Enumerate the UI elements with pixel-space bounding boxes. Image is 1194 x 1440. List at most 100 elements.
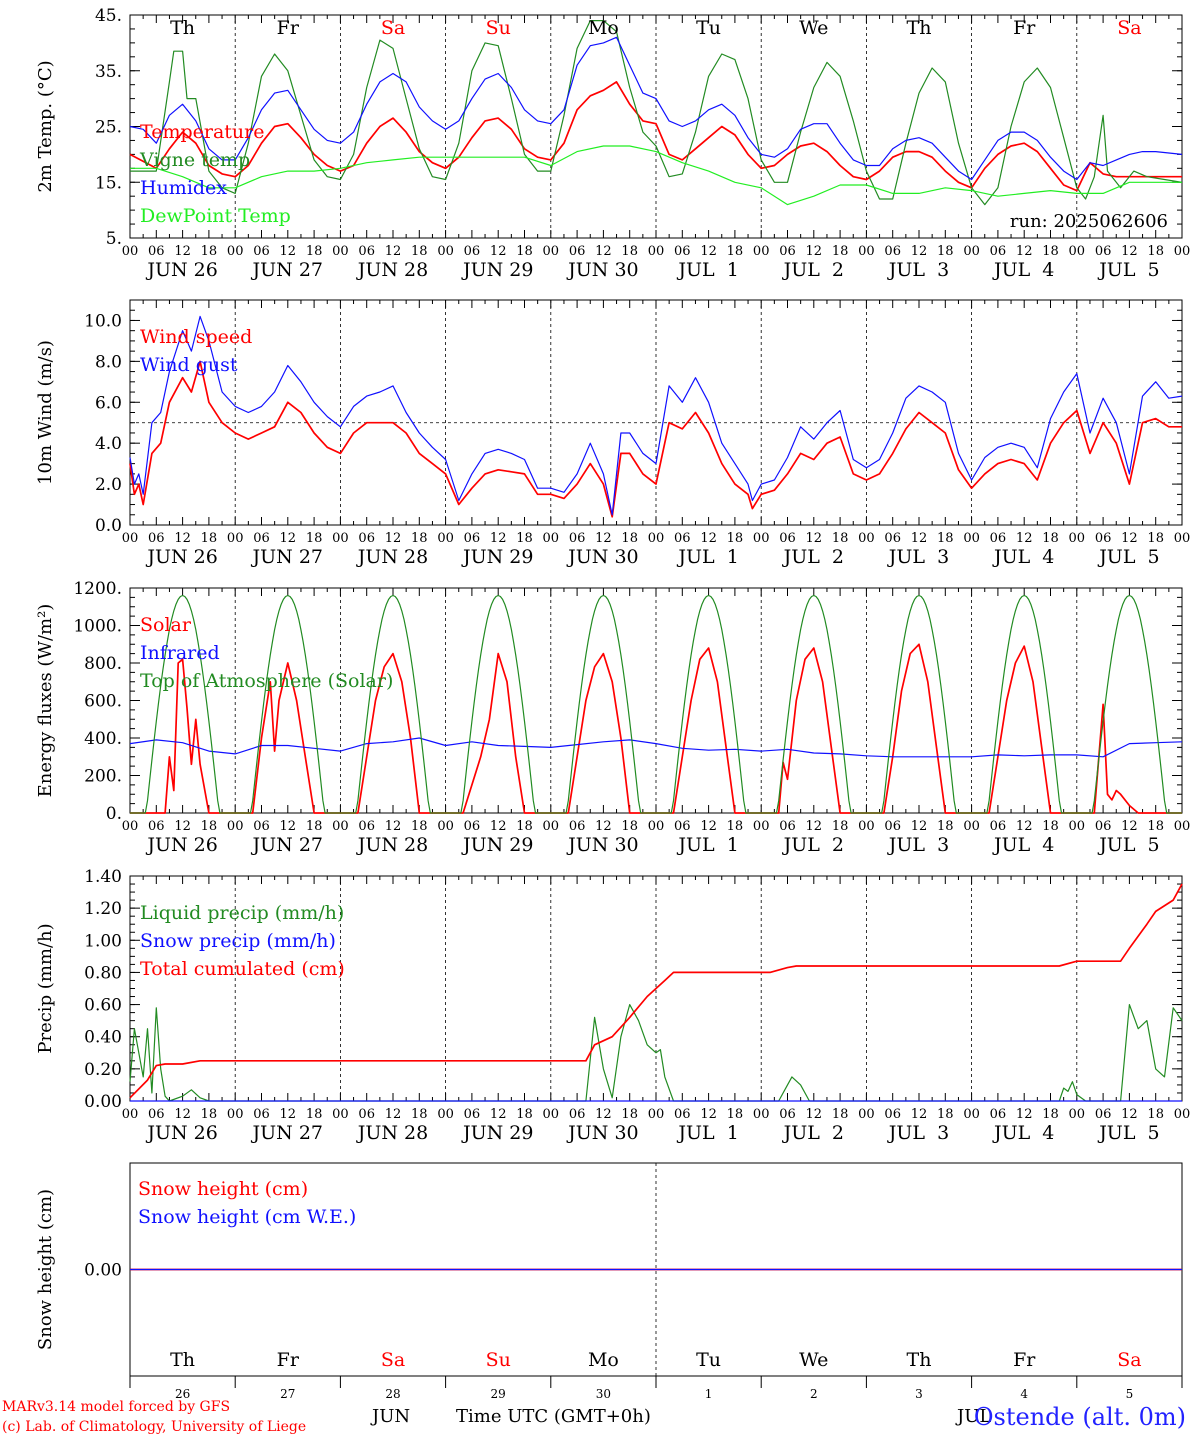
hour-tick-label: 18 [411, 1107, 428, 1122]
hour-tick-label: 06 [674, 244, 691, 259]
hour-tick-label: 06 [1095, 1107, 1112, 1122]
y-tick-label: 25. [95, 118, 122, 138]
legend-entry: Wind speed [140, 326, 252, 348]
hour-tick-label: 00 [332, 819, 349, 834]
hour-tick-label: 00 [858, 1107, 875, 1122]
hour-tick-label: 12 [385, 531, 402, 546]
series-wind-gust [129, 315, 1183, 516]
hour-tick-label: 18 [937, 244, 954, 259]
hour-tick-label: 18 [937, 1107, 954, 1122]
hour-tick-label: 00 [753, 1107, 770, 1122]
hour-tick-label: 00 [1174, 1107, 1191, 1122]
date-label: JUL 5 [1097, 834, 1159, 856]
day-number-label: 27 [280, 1387, 295, 1401]
series-dewpoint-temp [130, 145, 1182, 206]
hour-tick-label: 00 [437, 819, 454, 834]
legend-entry: Humidex [140, 177, 227, 199]
hour-tick-label: 18 [727, 819, 744, 834]
series-top-of-atmosphere-solar [130, 594, 1182, 814]
weekday-label: Mo [588, 1349, 619, 1371]
day-number-label: 1 [705, 1387, 713, 1401]
date-label: JUN 30 [566, 834, 638, 856]
y-tick-label: 45. [95, 6, 122, 26]
date-label: JUL 1 [676, 1122, 738, 1144]
hour-tick-label: 06 [358, 1107, 375, 1122]
hour-tick-label: 18 [727, 244, 744, 259]
hour-tick-label: 00 [543, 531, 560, 546]
date-label: JUL 2 [782, 834, 844, 856]
hour-tick-label: 18 [1147, 531, 1164, 546]
hour-tick-label: 18 [201, 244, 218, 259]
legend-entry: Snow height (cm W.E.) [138, 1206, 356, 1228]
weekday-label: Th [170, 17, 195, 39]
hour-tick-label: 18 [621, 244, 638, 259]
hour-tick-label: 12 [385, 244, 402, 259]
hour-tick-label: 06 [1095, 819, 1112, 834]
hour-tick-label: 06 [1095, 531, 1112, 546]
weekday-label: Sa [1117, 1349, 1141, 1371]
hour-tick-label: 00 [122, 819, 139, 834]
hour-tick-label: 00 [227, 1107, 244, 1122]
hour-tick-label: 06 [990, 819, 1007, 834]
day-number-label: 26 [175, 1387, 190, 1401]
hour-tick-label: 06 [884, 244, 901, 259]
legend-entry: Vigne temp [139, 149, 250, 171]
date-label: JUN 26 [145, 834, 217, 856]
hour-tick-label: 12 [174, 531, 191, 546]
hour-tick-label: 12 [490, 244, 507, 259]
hour-tick-label: 06 [779, 1107, 796, 1122]
legend-entry: Temperature [140, 121, 264, 143]
hour-tick-label: 00 [963, 1107, 980, 1122]
hour-tick-label: 06 [253, 819, 270, 834]
hour-tick-label: 18 [411, 819, 428, 834]
hour-tick-label: 12 [595, 244, 612, 259]
date-label: JUL 1 [676, 546, 738, 568]
date-label: JUN 30 [566, 546, 638, 568]
hour-tick-label: 00 [1174, 531, 1191, 546]
date-label: JUL 1 [676, 259, 738, 281]
plot-frame [129, 587, 1183, 814]
hour-tick-label: 12 [1016, 244, 1033, 259]
hour-tick-label: 18 [1147, 244, 1164, 259]
y-tick-label: 1.20 [84, 899, 122, 919]
hour-tick-label: 12 [806, 531, 823, 546]
hour-tick-label: 12 [806, 1107, 823, 1122]
hour-tick-label: 18 [201, 531, 218, 546]
date-label: JUL 3 [887, 259, 949, 281]
y-tick-label: 600. [84, 692, 122, 712]
hour-tick-label: 12 [280, 819, 297, 834]
hour-tick-label: 12 [1016, 531, 1033, 546]
credit-line-1: MARv3.14 model forced by GFS [2, 1399, 231, 1415]
legend-entry: Top of Atmosphere (Solar) [140, 670, 393, 692]
date-label: JUN 30 [566, 259, 638, 281]
legend-entry: Liquid precip (mm/h) [140, 902, 344, 924]
day-number-label: 4 [1020, 1387, 1028, 1401]
hour-tick-label: 12 [911, 531, 928, 546]
hour-tick-label: 12 [490, 531, 507, 546]
hour-tick-label: 12 [385, 1107, 402, 1122]
y-tick-label: 15. [95, 173, 122, 193]
y-tick-label: 200. [84, 767, 122, 787]
hour-tick-label: 18 [201, 1107, 218, 1122]
y-tick-label: 10.0 [84, 311, 122, 331]
hour-tick-label: 12 [700, 1107, 717, 1122]
date-label: JUN 30 [566, 1122, 638, 1144]
hour-tick-label: 06 [990, 531, 1007, 546]
date-label: JUN 26 [145, 1122, 217, 1144]
legend-entry: Snow precip (mm/h) [140, 930, 336, 952]
series-vigne-temp [130, 20, 1183, 206]
hour-tick-label: 18 [411, 244, 428, 259]
hour-tick-label: 00 [227, 531, 244, 546]
weekday-label: Fr [277, 17, 300, 39]
hour-tick-label: 18 [1042, 531, 1059, 546]
panel-precip: 00 06 12 18 00 06 12 18 00 06 12 18 00 06 12 18 00 06 12 18… [35, 867, 1190, 1144]
day-number-label: 2 [810, 1387, 818, 1401]
hour-tick-label: 00 [122, 1107, 139, 1122]
run-label: run: 2025062606 [1010, 211, 1168, 232]
y-tick-label: 1.40 [84, 867, 122, 887]
y-tick-label: 1.00 [84, 931, 122, 951]
date-label: JUN 26 [145, 546, 217, 568]
hour-tick-label: 18 [832, 244, 849, 259]
series-solar [130, 643, 1182, 814]
hour-tick-label: 18 [1042, 244, 1059, 259]
